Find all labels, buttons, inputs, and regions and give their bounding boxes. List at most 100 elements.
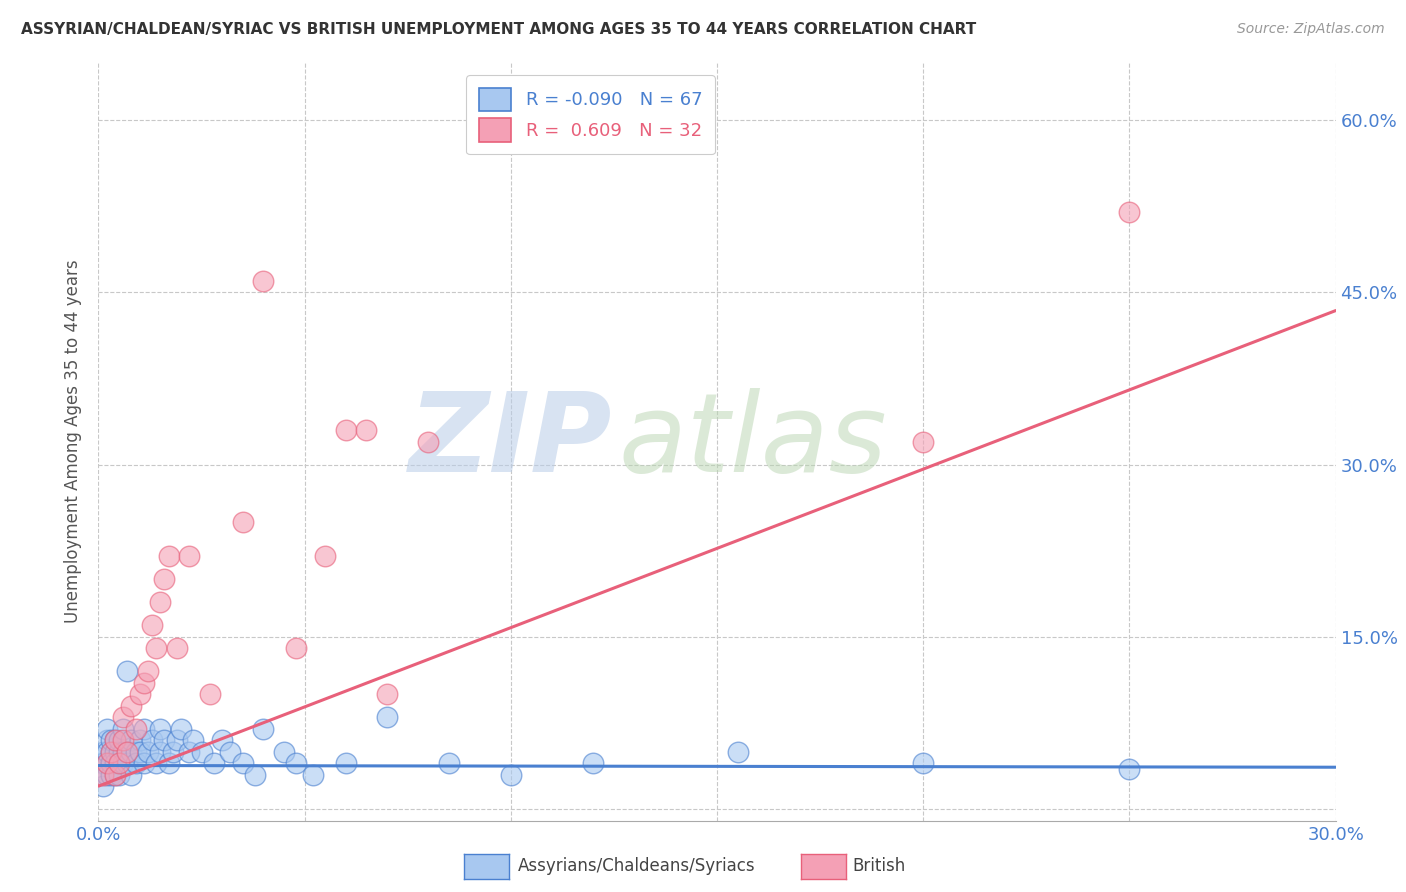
Point [120, 698, 142, 713]
Point [96, 756, 118, 771]
Point [153, 573, 176, 587]
Point [120, 733, 142, 747]
Point [335, 756, 357, 771]
Point [117, 745, 139, 759]
Point [91, 767, 114, 781]
Point [132, 675, 155, 690]
Point [112, 710, 135, 724]
Point [912, 756, 935, 771]
Point [302, 767, 325, 781]
Point [149, 722, 172, 736]
Point [100, 745, 122, 759]
Point [418, 434, 440, 449]
Point [252, 722, 274, 736]
Point [157, 549, 180, 564]
Point [128, 733, 150, 747]
Point [136, 745, 159, 759]
Point [202, 756, 225, 771]
Point [727, 745, 749, 759]
Point [96, 767, 118, 781]
Point [91, 745, 114, 759]
Point [112, 756, 135, 771]
Point [153, 733, 176, 747]
Point [1118, 204, 1140, 219]
Point [124, 745, 146, 759]
Text: ZIP: ZIP [408, 388, 612, 495]
Point [149, 745, 172, 759]
Point [166, 733, 188, 747]
Text: ASSYRIAN/CHALDEAN/SYRIAC VS BRITISH UNEMPLOYMENT AMONG AGES 35 TO 44 YEARS CORRE: ASSYRIAN/CHALDEAN/SYRIAC VS BRITISH UNEM… [21, 22, 976, 37]
Point [117, 745, 139, 759]
Point [108, 756, 131, 771]
Legend: R = -0.090   N = 67, R =  0.609   N = 32: R = -0.090 N = 67, R = 0.609 N = 32 [467, 75, 716, 154]
Point [132, 756, 155, 771]
Point [120, 745, 142, 759]
Point [141, 618, 163, 632]
Point [375, 710, 398, 724]
Text: Assyrians/Chaldeans/Syriacs: Assyrians/Chaldeans/Syriacs [517, 857, 755, 875]
Point [96, 756, 118, 771]
Point [104, 745, 127, 759]
Point [437, 756, 460, 771]
Point [190, 745, 212, 759]
Point [136, 665, 159, 679]
Point [128, 687, 150, 701]
Point [91, 756, 114, 771]
Point [252, 274, 274, 288]
Point [100, 767, 122, 781]
Point [145, 756, 167, 771]
Point [170, 722, 193, 736]
Point [108, 733, 131, 747]
Point [149, 595, 172, 609]
Point [104, 733, 127, 747]
Point [124, 756, 146, 771]
Point [243, 767, 266, 781]
Point [145, 641, 167, 656]
Point [117, 665, 139, 679]
Point [100, 756, 122, 771]
Point [128, 745, 150, 759]
Point [124, 722, 146, 736]
Point [100, 745, 122, 759]
Point [356, 423, 378, 437]
Point [96, 745, 118, 759]
Point [104, 756, 127, 771]
Point [112, 745, 135, 759]
Point [91, 767, 114, 781]
Point [179, 549, 201, 564]
Point [335, 423, 357, 437]
Point [117, 756, 139, 771]
Point [285, 641, 308, 656]
Point [582, 756, 605, 771]
Point [141, 733, 163, 747]
Point [162, 745, 184, 759]
Point [104, 767, 127, 781]
Point [100, 733, 122, 747]
Point [166, 641, 188, 656]
Point [96, 733, 118, 747]
Point [181, 733, 204, 747]
Point [112, 722, 135, 736]
Point [273, 745, 295, 759]
Point [96, 722, 118, 736]
Text: Source: ZipAtlas.com: Source: ZipAtlas.com [1237, 22, 1385, 37]
Point [211, 733, 233, 747]
Point [112, 733, 135, 747]
Point [375, 687, 398, 701]
Text: British: British [852, 857, 905, 875]
Point [104, 733, 127, 747]
Point [132, 722, 155, 736]
Point [157, 756, 180, 771]
Point [120, 767, 142, 781]
Point [198, 687, 221, 701]
Point [91, 779, 114, 793]
Point [912, 434, 935, 449]
Point [108, 756, 131, 771]
Point [1118, 762, 1140, 776]
Point [179, 745, 201, 759]
Point [104, 767, 127, 781]
Point [285, 756, 308, 771]
Point [100, 756, 122, 771]
Point [108, 767, 131, 781]
Point [108, 745, 131, 759]
